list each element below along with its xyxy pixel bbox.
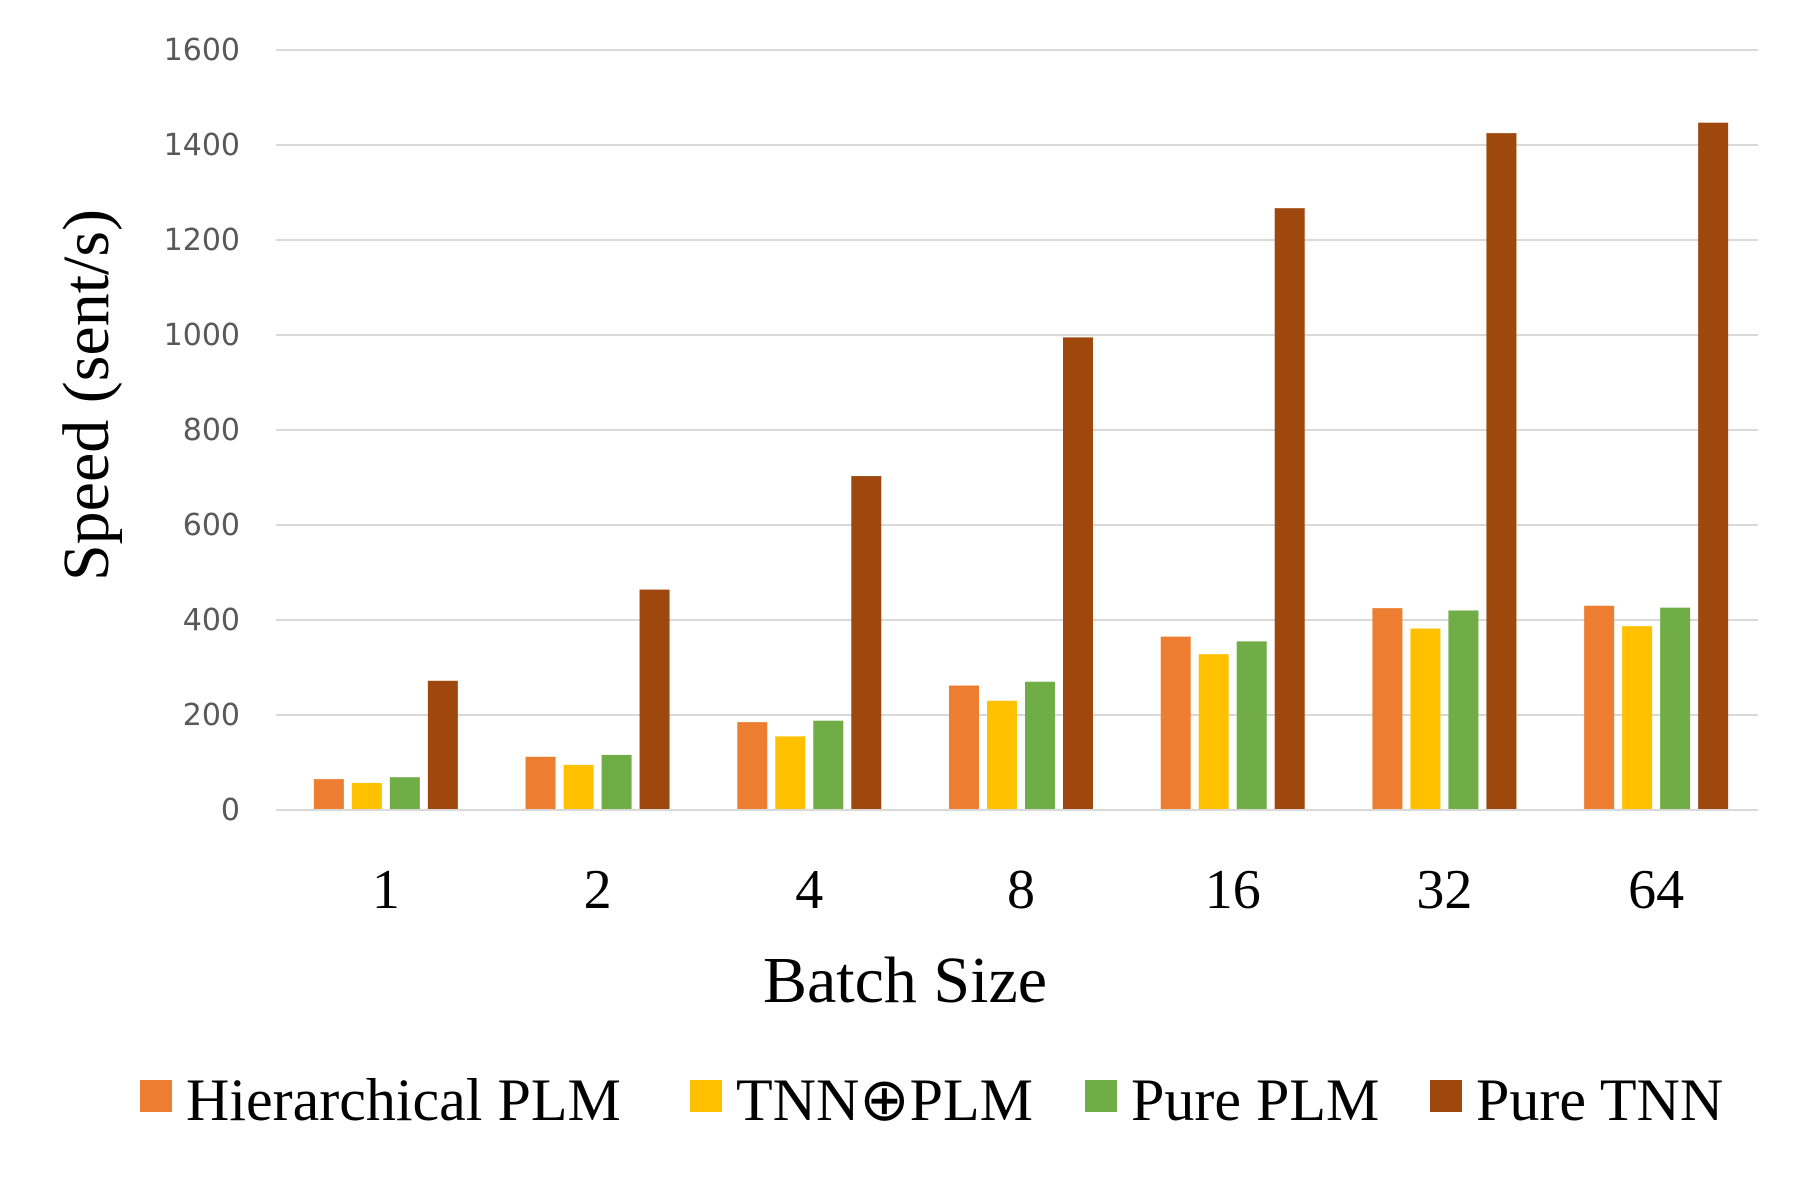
y-tick-label: 1600	[164, 33, 240, 68]
bar	[1274, 208, 1305, 811]
legend: Hierarchical PLM TNN⊕PLM Pure PLM Pure TNN	[140, 1067, 1723, 1133]
legend-label: Hierarchical PLM	[186, 1067, 621, 1133]
bar	[1660, 607, 1691, 810]
x-tick-label: 64	[1628, 859, 1684, 921]
bars	[313, 122, 1729, 811]
x-axis-ticks: 1 2 4 8 16 32 64	[372, 859, 1684, 921]
bar	[351, 782, 382, 810]
bar	[313, 779, 344, 810]
bar	[1584, 605, 1615, 810]
bar	[1486, 133, 1517, 810]
bar	[389, 777, 420, 810]
legend-swatch	[690, 1080, 722, 1112]
bar	[1622, 626, 1653, 810]
y-tick-label: 200	[183, 698, 240, 733]
y-tick-label: 400	[183, 603, 240, 638]
bar	[601, 754, 632, 810]
bar	[1198, 654, 1229, 810]
bar	[639, 589, 670, 810]
x-tick-label: 4	[795, 859, 823, 921]
bar	[737, 722, 768, 810]
x-tick-label: 16	[1205, 859, 1261, 921]
y-tick-label: 800	[183, 413, 240, 448]
legend-swatch	[1085, 1080, 1117, 1112]
y-tick-label: 0	[221, 793, 240, 828]
bar	[1063, 337, 1093, 810]
y-tick-label: 1200	[164, 223, 240, 258]
legend-label: Pure TNN	[1476, 1067, 1723, 1133]
bar	[1448, 610, 1479, 810]
x-tick-label: 32	[1416, 859, 1472, 921]
x-tick-label: 2	[584, 859, 612, 921]
y-tick-label: 1000	[164, 318, 240, 353]
x-tick-label: 8	[1007, 859, 1035, 921]
y-axis-title: Speed (sent/s)	[50, 209, 123, 581]
bar	[987, 700, 1017, 810]
bar	[949, 685, 979, 810]
bar	[1372, 608, 1403, 810]
bar	[1698, 122, 1729, 811]
legend-swatch	[140, 1080, 172, 1112]
bar	[851, 476, 882, 810]
x-tick-label: 1	[372, 859, 400, 921]
legend-label: TNN⊕PLM	[736, 1067, 1033, 1133]
gridlines	[276, 49, 1758, 716]
bar	[1236, 641, 1267, 810]
y-tick-label: 600	[183, 508, 240, 543]
bar	[1160, 636, 1191, 810]
legend-swatch	[1430, 1080, 1462, 1112]
bar	[1025, 681, 1055, 810]
y-axis-ticks: 0 200 400 600 800 1000 1200 1400 1600	[164, 33, 240, 828]
bar	[1410, 628, 1441, 810]
y-tick-label: 1400	[164, 128, 240, 163]
legend-label: Pure PLM	[1131, 1067, 1379, 1133]
bar	[427, 680, 458, 810]
x-axis-title: Batch Size	[763, 944, 1047, 1017]
bar	[775, 736, 806, 810]
bar	[525, 756, 556, 810]
bar	[813, 720, 844, 810]
bar	[563, 764, 594, 810]
